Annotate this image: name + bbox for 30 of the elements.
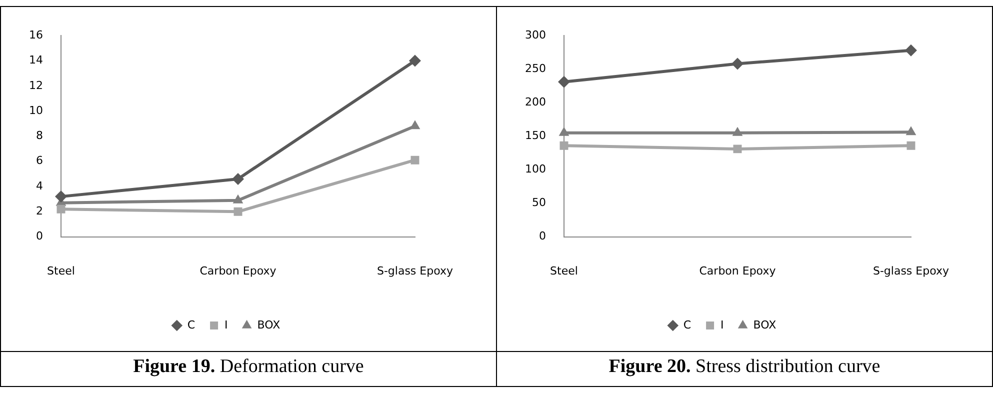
legend-label: BOX xyxy=(753,318,777,332)
y-tick-label: 200 xyxy=(524,96,546,109)
x-tick-label: S-glass Epoxy xyxy=(872,264,950,278)
text: Figure 19. Deformation curve xyxy=(132,355,365,379)
y-tick-label: 0 xyxy=(538,230,546,243)
y-tick-label: 4 xyxy=(36,179,43,192)
text: Figure 20. Stress distribution curve xyxy=(608,355,882,379)
y-tick-label: 250 xyxy=(524,62,546,75)
x-tick-label: Carbon Epoxy xyxy=(200,264,277,278)
y-tick-label: 100 xyxy=(524,162,546,176)
legend-label: I xyxy=(224,318,228,332)
y-tick-label: 12 xyxy=(28,78,43,92)
legend-label: BOX xyxy=(257,318,281,332)
y-tick-label: 6 xyxy=(36,154,43,168)
y-tick-label: 8 xyxy=(36,129,43,142)
y-tick-label: 300 xyxy=(524,28,546,42)
y-tick-label: 2 xyxy=(36,204,43,218)
x-tick-label: S-glass Epoxy xyxy=(376,264,454,278)
legend-label: I xyxy=(720,318,724,332)
y-tick-label: 16 xyxy=(28,28,43,42)
y-tick-label: 150 xyxy=(524,129,546,142)
y-tick-label: 10 xyxy=(28,104,43,117)
y-tick-label: 0 xyxy=(36,230,43,243)
legend-label: C xyxy=(187,318,196,332)
x-tick-label: Steel xyxy=(47,264,75,278)
x-tick-label: Steel xyxy=(550,264,578,278)
y-tick-label: 14 xyxy=(28,54,43,67)
x-tick-label: Carbon Epoxy xyxy=(699,264,776,278)
y-tick-label: 50 xyxy=(532,196,546,210)
legend-label: C xyxy=(683,318,692,332)
